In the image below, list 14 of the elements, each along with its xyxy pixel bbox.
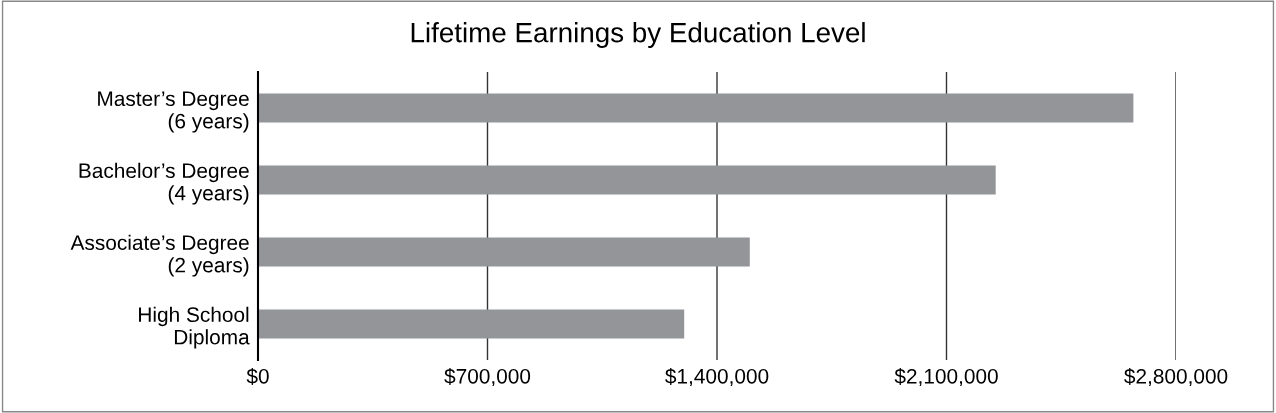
y-tick-label: Master’s Degree (6 years): [98, 91, 249, 133]
x-tick-label: $2,100,000: [894, 368, 998, 387]
x-tick-label: $2,800,000: [1124, 368, 1228, 387]
bar: [258, 93, 1134, 123]
x-tick-label: $1,400,000: [665, 368, 769, 387]
bar: [258, 165, 996, 195]
y-tick-label: High School Diploma: [139, 306, 250, 349]
bar: [258, 237, 750, 267]
y-tick-label: Associate’s Degree (2 years): [70, 234, 249, 277]
y-tick-label: Bachelor’s Degree (4 years): [79, 162, 249, 205]
chart-title: Lifetime Earnings by Education Level: [411, 22, 865, 48]
bar: [258, 309, 685, 339]
x-tick-label: $0: [246, 368, 269, 385]
x-tick-label: $700,000: [444, 368, 531, 387]
